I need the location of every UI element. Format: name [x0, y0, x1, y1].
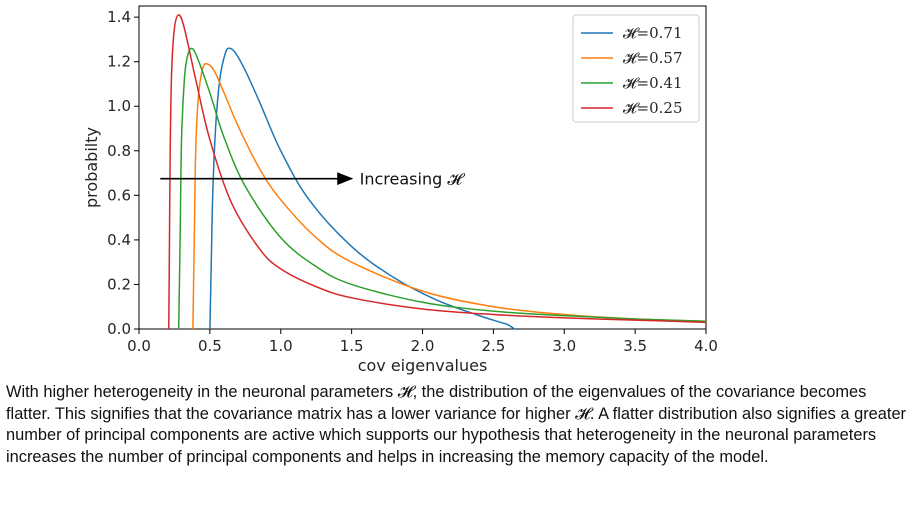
series-line-3	[168, 14, 707, 330]
eigenvalue-distribution-chart: 0.0 0.5 1.0 1.5 2.0 2.5 3.0 3.5 4.0 0.0 0.2 0.4 0.6…	[82, 5, 718, 375]
series-line-1	[192, 62, 707, 330]
x-tick-label: 1.0	[269, 337, 293, 355]
series-line-2	[177, 47, 707, 330]
x-axis-title: cov eigenvalues	[358, 356, 488, 375]
y-tick-label: 0.0	[107, 320, 131, 338]
x-axis-ticks: 0.0 0.5 1.0 1.5 2.0 2.5 3.0 3.5 4.0	[127, 329, 718, 355]
x-tick-label: 4.0	[694, 337, 718, 355]
x-tick-label: 2.5	[481, 337, 505, 355]
y-tick-label: 1.4	[107, 8, 131, 26]
legend-label-3: 𝓗=0.25	[623, 99, 683, 117]
x-tick-label: 0.5	[198, 337, 222, 355]
x-tick-label: 1.5	[340, 337, 364, 355]
x-tick-label: 0.0	[127, 337, 151, 355]
series-line-0	[209, 47, 516, 330]
legend-box	[572, 14, 700, 123]
y-axis-ticks: 0.0 0.2 0.4 0.6 0.8 1.0 1.2 1.4	[107, 8, 139, 338]
legend-label-2: 𝓗=0.41	[623, 74, 683, 92]
figure-caption: With higher heterogeneity in the neurona…	[6, 383, 907, 466]
increasing-h-label: Increasing 𝓗	[360, 170, 466, 189]
y-tick-label: 0.2	[107, 275, 131, 293]
y-tick-label: 0.6	[107, 186, 131, 204]
series-lines	[168, 14, 707, 330]
y-tick-label: 0.8	[107, 142, 131, 160]
y-tick-label: 1.2	[107, 53, 131, 71]
y-axis-title: probabilty	[82, 127, 101, 208]
x-tick-label: 3.0	[552, 337, 576, 355]
increasing-h-annotation: Increasing 𝓗	[160, 170, 465, 189]
chart-legend: 𝓗=0.71 𝓗=0.57 𝓗=0.41 𝓗=0.25	[572, 14, 700, 123]
x-tick-label: 3.5	[623, 337, 647, 355]
y-tick-label: 0.4	[107, 231, 131, 249]
y-tick-label: 1.0	[107, 97, 131, 115]
legend-label-1: 𝓗=0.57	[623, 49, 683, 67]
legend-label-0: 𝓗=0.71	[623, 24, 683, 42]
x-tick-label: 2.0	[411, 337, 435, 355]
